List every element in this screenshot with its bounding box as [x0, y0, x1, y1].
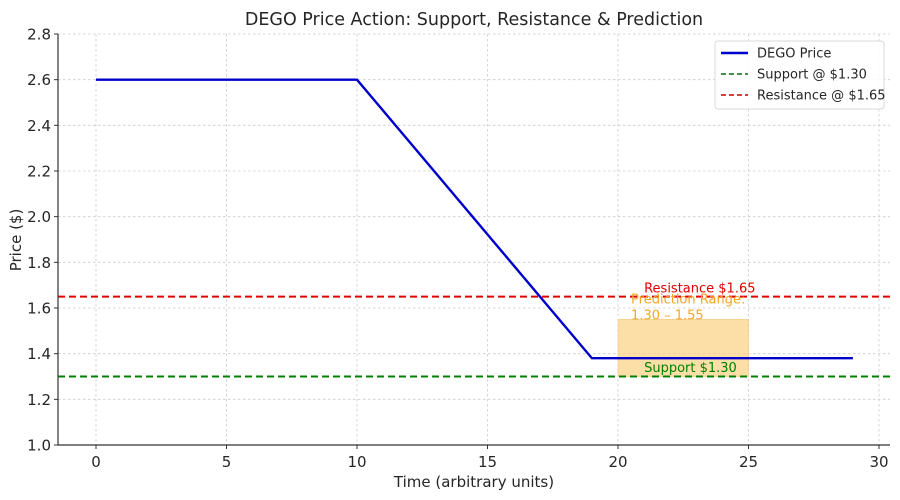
y-axis-label: Price ($): [7, 209, 25, 272]
y-tick-label: 2.2: [27, 163, 51, 181]
y-tick-label: 2.6: [27, 71, 51, 89]
legend: DEGO Price Support @ $1.30 Resistance @ $1…: [714, 40, 886, 110]
legend-item-label: Support @ $1.30: [757, 68, 867, 83]
y-tick-label: 1.2: [27, 391, 51, 409]
y-tick-label: 1.0: [27, 437, 51, 455]
legend-box: [714, 40, 885, 110]
y-tick-label: 1.8: [27, 254, 51, 272]
prediction-range-annotation-line1: Prediction Range:: [631, 293, 745, 308]
x-tick-label: 15: [478, 453, 497, 471]
y-tick-label: 2.8: [27, 26, 51, 44]
prediction-range-annotation-line2: 1.30 – 1.55: [631, 309, 704, 324]
price-series: [96, 78, 853, 360]
x-tick-label: 0: [91, 453, 101, 471]
legend-item-label: Resistance @ $1.65: [757, 89, 886, 104]
y-tick-label: 2.0: [27, 208, 51, 226]
x-axis-label: Time (arbitrary units): [393, 473, 554, 491]
axes: [57, 34, 890, 446]
x-tick-label: 30: [869, 453, 888, 471]
resistance-annotation: Resistance $1.65: [644, 281, 755, 296]
dego-price-line: [96, 78, 853, 360]
x-tick-label: 20: [608, 453, 627, 471]
prediction-range-box: [617, 319, 749, 377]
y-tick-label: 2.4: [27, 117, 51, 135]
x-tick-label: 25: [739, 453, 758, 471]
y-tick-label: 1.4: [27, 345, 51, 363]
prediction-range-region: [617, 319, 749, 377]
tick-labels: 0 5 10 15 20 25 30 1.0 1.2 1.4 1.6 1.8 2.0 2.2 2.4 2.6 2…: [27, 26, 888, 472]
chart-title: DEGO Price Action: Support, Resistance &…: [245, 10, 703, 30]
support-resistance-lines: [58, 295, 890, 378]
y-tick-label: 1.6: [27, 300, 51, 318]
legend-item-label: DEGO Price: [757, 47, 831, 62]
x-tick-label: 5: [222, 453, 232, 471]
x-tick-label: 10: [347, 453, 366, 471]
support-annotation: Support $1.30: [644, 361, 737, 376]
